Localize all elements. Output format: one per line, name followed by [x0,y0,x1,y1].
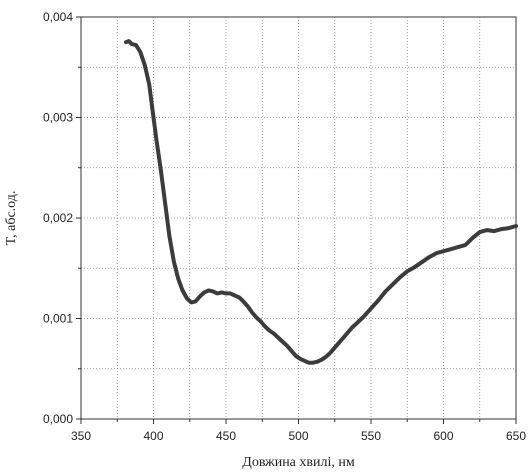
y-tick-label: 0,002 [43,211,73,225]
plot-frame [80,16,517,420]
x-axis-ticks: 350 400 450 500 550 600 650 [71,419,526,443]
x-tick-label: 600 [433,429,453,443]
x-tick-label: 450 [216,429,236,443]
y-tick-label: 0,000 [43,412,73,426]
x-tick-label: 650 [506,429,526,443]
y-axis-ticks: 0,000 0,001 0,002 0,003 0,004 [43,10,81,426]
x-tick-label: 400 [143,429,163,443]
grid-lines [81,17,516,419]
x-tick-label: 550 [361,429,381,443]
x-tick-label: 500 [288,429,308,443]
x-tick-label: 350 [71,429,91,443]
x-axis-title: Довжина хвилі, нм [242,455,355,470]
y-tick-label: 0,003 [43,111,73,125]
y-axis-title: T, абс.од. [4,191,19,246]
series-line [124,39,518,365]
y-tick-label: 0,004 [43,10,73,24]
y-tick-label: 0,001 [43,312,73,326]
